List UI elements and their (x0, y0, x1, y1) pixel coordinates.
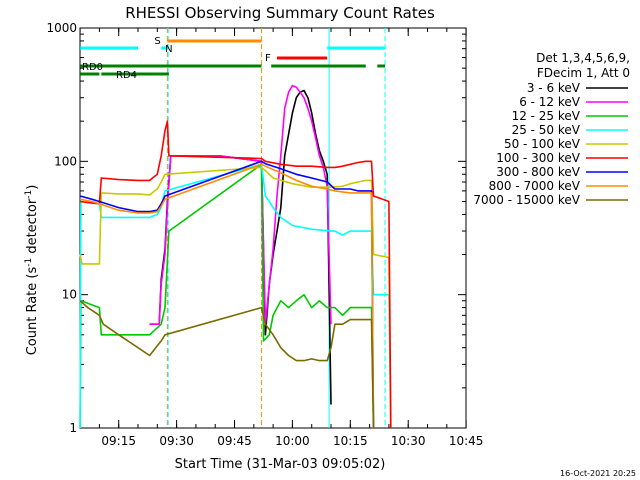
series-line (79, 300, 375, 429)
x-tick-label: 10:45 (449, 434, 484, 448)
series-line (79, 160, 375, 429)
x-axis-label: Start Time (31-Mar-03 09:05:02) (175, 457, 386, 472)
plot-frame (79, 27, 467, 429)
y-tick-label: 1 (69, 421, 77, 435)
legend-header-line-1: Det 1,3,4,5,6,9, (536, 51, 630, 65)
y-tick-label: 10 (62, 288, 77, 302)
legend-label: 3 - 6 keV (527, 81, 581, 95)
flag-label-f: F (265, 53, 271, 64)
x-tick-label: 09:45 (217, 434, 252, 448)
legend-label: 50 - 100 keV (504, 137, 581, 151)
legend-label: 800 - 7000 keV (489, 179, 581, 193)
legend-label: 6 - 12 keV (519, 95, 581, 109)
x-tick-label: 10:30 (391, 434, 426, 448)
chart-title: RHESSI Observing Summary Count Rates (125, 4, 435, 22)
flag-label-rd0: RD0 (82, 62, 103, 73)
x-tick-label: 09:30 (159, 434, 194, 448)
legend-header-line-2: FDecim 1, Att 0 (537, 66, 630, 80)
timestamp: 16-Oct-2021 20:25 (560, 469, 636, 478)
series-line (79, 163, 375, 429)
legend-label: 7000 - 15000 keV (473, 193, 580, 207)
x-tick-label: 09:15 (101, 434, 136, 448)
y-axis-label: Count Rate (s-1 detector-1) (24, 185, 40, 356)
legend-label: 300 - 800 keV (496, 165, 580, 179)
series-line (149, 84, 332, 325)
legend-label: 100 - 300 keV (496, 151, 580, 165)
series-line (79, 163, 392, 429)
y-tick-label: 100 (54, 154, 77, 168)
plot-area: 1 10 100 1000 09:15 09:30 09:45 10:00 10:15 10:30… (46, 21, 483, 448)
series-line (79, 166, 392, 429)
flag-label-s: S (154, 36, 160, 47)
x-tick-label: 10:00 (275, 434, 310, 448)
legend-label: 25 - 50 keV (512, 123, 581, 137)
flag-label-rd4: RD4 (116, 70, 137, 81)
x-tick-label: 10:15 (333, 434, 368, 448)
series-line (79, 163, 375, 429)
legend-label: 12 - 25 keV (512, 109, 581, 123)
y-tick-label: 1000 (46, 21, 77, 35)
flag-label-n: N (165, 44, 172, 55)
series-line (79, 120, 392, 429)
series-line (149, 89, 332, 405)
